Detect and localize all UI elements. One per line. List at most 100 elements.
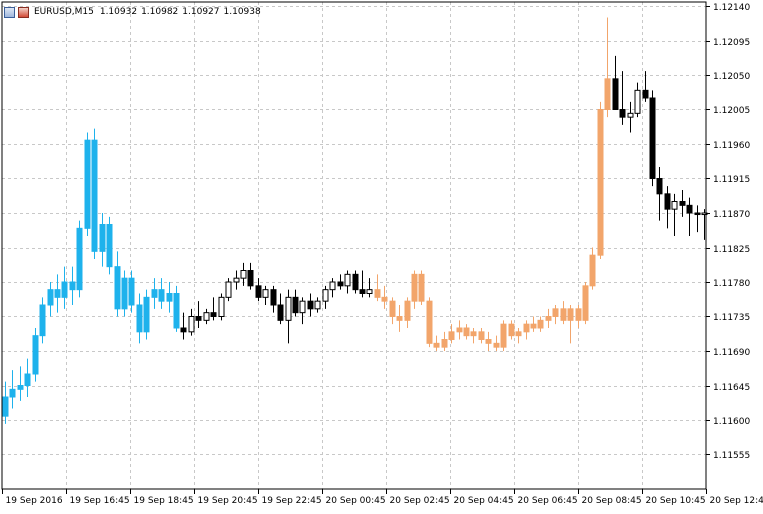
candle-body — [338, 282, 343, 286]
candle-body — [486, 340, 491, 344]
y-tick-label: 1.11690 — [713, 348, 750, 358]
candle-body — [70, 282, 75, 290]
candle-body — [442, 340, 447, 348]
candle-body — [427, 301, 432, 343]
candle-body — [590, 255, 595, 286]
candle-body — [241, 271, 246, 279]
candle-body — [367, 290, 372, 294]
candle-body — [256, 286, 261, 298]
candle-layer — [3, 18, 707, 424]
candle-body — [345, 274, 350, 286]
candle-body — [196, 317, 201, 321]
candle-body — [137, 305, 142, 332]
candle-body — [122, 278, 127, 309]
candle-body — [434, 343, 439, 347]
candle-body — [159, 290, 164, 302]
candle-body — [672, 202, 677, 210]
candle-body — [687, 205, 692, 213]
candle-body — [55, 290, 60, 298]
candle-body — [40, 305, 45, 336]
candle-body — [330, 282, 335, 290]
candle-body — [308, 301, 313, 309]
candle-body — [360, 290, 365, 294]
y-tick-label: 1.11870 — [713, 210, 750, 220]
candle-body — [620, 110, 625, 118]
candle-body — [189, 317, 194, 332]
ohlc-open: 1.10932 — [100, 7, 137, 17]
candle-body — [561, 309, 566, 321]
candle-body — [375, 290, 380, 298]
candle-body — [657, 179, 662, 194]
candle-body — [390, 301, 395, 316]
candle-body — [643, 90, 648, 98]
x-tick-label: 20 Sep 10:45 — [646, 496, 706, 506]
candle-body — [583, 286, 588, 321]
candle-body — [18, 386, 23, 390]
candle-body — [695, 213, 700, 215]
candle-body — [457, 328, 462, 332]
candle-body — [650, 98, 655, 179]
y-tick-label: 1.11645 — [713, 383, 750, 393]
symbol-timeframe: EURUSD,M15 — [34, 7, 94, 17]
candle-body — [382, 297, 387, 301]
y-tick-label: 1.12005 — [713, 106, 750, 116]
candle-body — [509, 324, 514, 336]
candle-body — [397, 317, 402, 321]
candle-body — [524, 324, 529, 332]
y-tick-label: 1.11915 — [713, 175, 750, 185]
y-tick-label: 1.12095 — [713, 38, 750, 48]
candle-body — [10, 389, 15, 397]
candle-body — [613, 79, 618, 110]
candle-body — [628, 113, 633, 117]
x-tick-label: 19 Sep 16:45 — [70, 496, 130, 506]
candle-body — [77, 228, 82, 289]
x-tick-label: 19 Sep 20:45 — [198, 496, 258, 506]
candle-body — [516, 332, 521, 336]
candle-body — [3, 397, 8, 416]
y-tick-label: 1.11555 — [713, 451, 750, 461]
candle-body — [293, 297, 298, 312]
candle-body — [665, 194, 670, 209]
candle-body — [152, 290, 157, 298]
candle-body — [471, 332, 476, 336]
candle-body — [100, 225, 105, 252]
candle-body — [449, 332, 454, 340]
candle-body — [501, 324, 506, 347]
candle-body — [479, 332, 484, 340]
axis-layer: 1.121401.120951.120501.120051.119601.119… — [2, 2, 763, 506]
candle-body — [412, 274, 417, 301]
candle-body — [538, 320, 543, 328]
candle-body — [464, 328, 469, 336]
candle-body — [323, 290, 328, 302]
candle-body — [33, 336, 38, 374]
candle-body — [85, 140, 90, 228]
candle-body — [419, 274, 424, 301]
ohlc-low: 1.10927 — [182, 7, 219, 17]
candle-body — [300, 301, 305, 313]
candle-body — [174, 294, 179, 329]
x-tick-label: 19 Sep 18:45 — [134, 496, 194, 506]
y-tick-label: 1.11960 — [713, 141, 750, 151]
candle-body — [315, 301, 320, 309]
candle-body — [635, 90, 640, 113]
candle-body — [92, 140, 97, 251]
candle-body — [25, 374, 30, 386]
y-tick-label: 1.11735 — [713, 313, 750, 323]
candle-body — [234, 278, 239, 282]
candle-body — [167, 294, 172, 302]
candle-body — [129, 278, 134, 305]
chart-header: EURUSD,M15 1.10932 1.10982 1.10927 1.109… — [4, 4, 265, 20]
candle-body — [598, 110, 603, 256]
candle-body — [531, 324, 536, 328]
candle-body — [48, 290, 53, 305]
x-tick-label: 19 Sep 22:45 — [262, 496, 322, 506]
x-tick-label: 20 Sep 06:45 — [518, 496, 578, 506]
x-tick-label: 20 Sep 08:45 — [582, 496, 642, 506]
candle-body — [107, 225, 112, 267]
x-tick-label: 20 Sep 04:45 — [454, 496, 514, 506]
y-tick-label: 1.11600 — [713, 417, 750, 427]
candle-body — [62, 282, 67, 297]
chart-window-icon — [4, 7, 15, 18]
